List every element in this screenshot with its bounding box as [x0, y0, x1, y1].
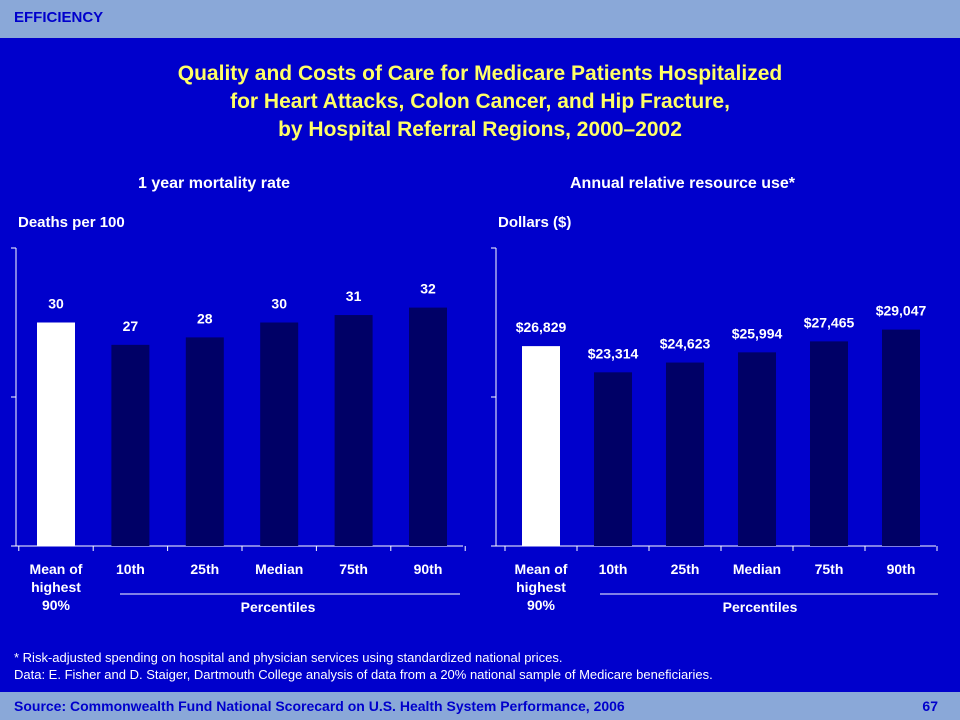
footnote-data: Data: E. Fisher and D. Staiger, Dartmout…: [14, 667, 713, 682]
source-text: Source: Commonwealth Fund National Score…: [14, 698, 625, 714]
chart-0-category-label-0: Mean of highest 90%: [30, 561, 83, 613]
chart-0-bar-2: [185, 337, 224, 546]
right-chart-ylabel: Dollars ($): [498, 214, 572, 231]
chart-1-category-label-3: Median: [733, 561, 781, 577]
chart-0-bar-5: [409, 307, 447, 546]
chart-1-value-label-2: $24,623: [660, 336, 711, 352]
page-title: Quality and Costs of Care for Medicare P…: [0, 60, 960, 144]
chart-0-bar-1: [111, 344, 150, 546]
chart-1-bar-0: [522, 346, 560, 546]
chart-1-category-label-2: 25th: [671, 561, 700, 577]
title-line-3: by Hospital Referral Regions, 2000–2002: [278, 118, 682, 141]
chart-0-xlabel: Percentiles: [241, 599, 316, 615]
chart-1-bar-4: [810, 341, 848, 546]
chart-0-category-label-4: 75th: [339, 561, 368, 577]
chart-1-bar-3: [738, 352, 776, 546]
footnote-asterisk: * Risk-adjusted spending on hospital and…: [14, 650, 563, 665]
page-number: 67: [922, 698, 938, 714]
chart-1-value-label-1: $23,314: [588, 345, 639, 361]
chart-1-category-label-5: 90th: [887, 561, 916, 577]
chart-1-value-label-0: $26,829: [516, 319, 567, 335]
chart-0-value-label-2: 28: [197, 310, 213, 326]
chart-1-value-label-4: $27,465: [804, 314, 855, 330]
chart-0-value-label-1: 27: [123, 318, 139, 334]
chart-0-bar-0: [37, 322, 75, 546]
chart-1-value-label-5: $29,047: [876, 303, 927, 319]
chart-1-value-label-3: $25,994: [732, 325, 783, 341]
chart-1-category-label-0: Mean of highest 90%: [515, 561, 568, 613]
chart-0-value-label-5: 32: [420, 281, 436, 297]
title-line-1: Quality and Costs of Care for Medicare P…: [177, 62, 783, 85]
section-header-bar: EFFICIENCY: [0, 0, 960, 38]
right-chart-title: Annual relative resource use*: [570, 175, 795, 192]
chart-1-category-label-1: 10th: [599, 561, 628, 577]
left-chart-title: 1 year mortality rate: [138, 175, 291, 192]
chart-0-category-label-5: 90th: [414, 561, 443, 577]
chart-0-value-label-3: 30: [271, 296, 287, 312]
chart-1-bar-2: [666, 362, 704, 546]
title-line-2: for Heart Attacks, Colon Cancer, and Hip…: [230, 90, 730, 113]
chart-0-bar-3: [260, 322, 299, 546]
chart-1-xlabel: Percentiles: [723, 599, 798, 615]
chart-0-category-label-1: 10th: [116, 561, 145, 577]
left-chart-ylabel: Deaths per 100: [18, 214, 125, 231]
chart-0-category-label-2: 25th: [190, 561, 219, 577]
chart-1-category-label-4: 75th: [815, 561, 844, 577]
chart-0-bar-4: [334, 315, 373, 546]
chart-1-bar-1: [594, 372, 632, 546]
chart-0-value-label-0: 30: [48, 296, 64, 312]
section-label: EFFICIENCY: [14, 9, 104, 26]
chart-0-value-label-4: 31: [346, 288, 362, 304]
footer-bar: Source: Commonwealth Fund National Score…: [0, 692, 960, 720]
chart-0-category-label-3: Median: [255, 561, 303, 577]
chart-1-bar-5: [882, 329, 920, 546]
